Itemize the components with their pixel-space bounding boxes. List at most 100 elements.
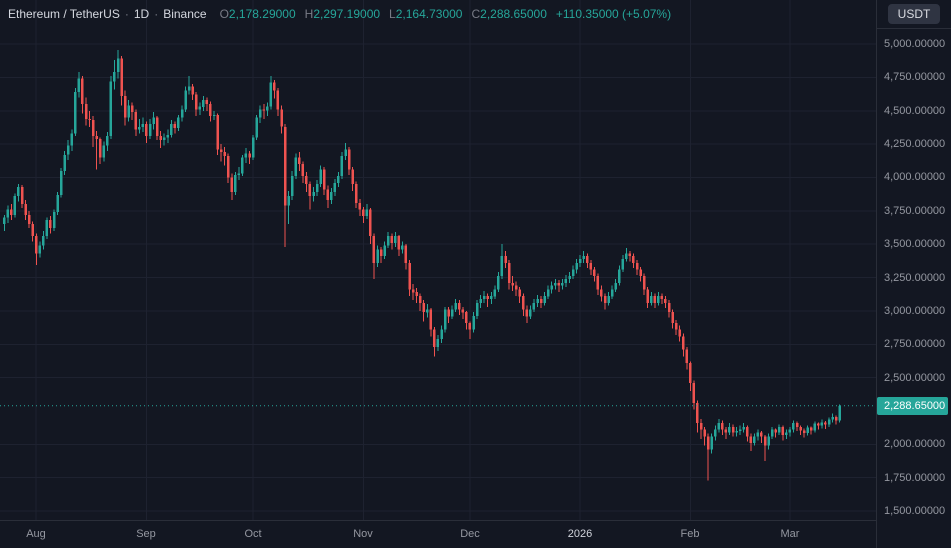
- candle: [383, 241, 386, 259]
- candle: [330, 188, 333, 205]
- candle: [145, 121, 148, 143]
- candle: [578, 254, 582, 267]
- candle: [714, 425, 717, 441]
- candle: [824, 421, 827, 429]
- currency-button[interactable]: USDT: [887, 4, 941, 24]
- candle: [685, 346, 689, 370]
- candle: [77, 72, 81, 98]
- ohlc-high: H2,297.19000: [304, 7, 381, 21]
- candle: [244, 148, 248, 163]
- candle: [66, 140, 70, 161]
- price-tick-label: 1,500.00000: [884, 505, 946, 517]
- price-change: +110.35000 (+5.07%): [555, 7, 672, 21]
- candle: [760, 431, 763, 443]
- candle: [116, 50, 120, 79]
- candle: [308, 181, 312, 210]
- candle: [788, 427, 792, 437]
- candle: [340, 152, 344, 179]
- candle: [831, 413, 834, 423]
- candle: [401, 241, 404, 254]
- candle: [525, 305, 529, 323]
- candle: [507, 260, 511, 290]
- candle: [81, 76, 84, 114]
- candle: [219, 144, 223, 162]
- candle: [326, 185, 329, 209]
- candle: [689, 361, 692, 391]
- candle: [728, 423, 731, 435]
- time-axis[interactable]: Aug Sep Oct Nov Dec 2026 Feb Mar: [0, 520, 951, 548]
- candle: [13, 193, 17, 218]
- exchange-label[interactable]: Binance: [163, 7, 207, 21]
- candle: [618, 265, 621, 286]
- candle: [838, 404, 841, 423]
- candle: [191, 84, 194, 101]
- ohlc-close: C2,288.65000: [471, 7, 547, 21]
- candle: [493, 285, 497, 299]
- candle: [376, 245, 379, 267]
- candle: [607, 292, 610, 306]
- candle: [753, 433, 756, 446]
- candle: [184, 86, 187, 113]
- candle: [123, 90, 127, 126]
- candlestick-chart: [0, 0, 876, 520]
- candle: [98, 137, 102, 165]
- candle: [20, 184, 24, 209]
- candle: [276, 88, 280, 117]
- candle: [390, 233, 393, 250]
- candle: [298, 152, 301, 171]
- candle: [234, 172, 237, 195]
- price-tick-label: 3,250.00000: [884, 272, 946, 284]
- candle: [731, 424, 735, 437]
- candle: [721, 420, 724, 435]
- candle: [386, 232, 390, 249]
- candle: [696, 400, 699, 433]
- candle: [91, 116, 95, 147]
- interval-label[interactable]: 1D: [133, 7, 150, 21]
- price-tick-label: 4,250.00000: [884, 138, 946, 150]
- candle: [49, 216, 52, 234]
- price-tick-label: 3,500.00000: [884, 238, 946, 250]
- candle: [514, 281, 518, 297]
- candle: [518, 286, 521, 303]
- candle: [365, 204, 369, 219]
- candle: [436, 334, 440, 351]
- candle: [241, 154, 244, 177]
- grid: [0, 0, 876, 520]
- candle: [315, 180, 319, 197]
- candlestick-series: [3, 50, 841, 481]
- candle: [287, 190, 290, 225]
- candle: [70, 129, 74, 151]
- candle: [212, 110, 216, 121]
- candle: [411, 284, 415, 301]
- candle: [194, 92, 198, 117]
- last-price-label: 2,288.65000: [877, 397, 948, 415]
- symbol-name[interactable]: Ethereum / TetherUS: [8, 7, 120, 21]
- candle: [667, 300, 671, 318]
- candle: [102, 141, 106, 162]
- candle: [202, 96, 205, 111]
- candle: [351, 166, 354, 191]
- time-tick-label: Mar: [780, 528, 800, 540]
- candle: [404, 244, 408, 270]
- chart-plot-area[interactable]: Ethereum / TetherUS · 1D · Binance O2,17…: [0, 0, 876, 520]
- candle: [664, 296, 667, 309]
- time-tick-label: Sep: [136, 528, 156, 540]
- candle: [379, 246, 383, 263]
- candle: [532, 298, 536, 313]
- candle: [372, 233, 376, 279]
- candle: [482, 290, 486, 303]
- candle: [74, 88, 77, 137]
- time-tick-label: Feb: [680, 528, 700, 540]
- candle: [84, 97, 88, 126]
- candle: [394, 232, 397, 247]
- price-tick-label: 2,500.00000: [884, 372, 946, 384]
- candle: [63, 150, 66, 175]
- candle: [596, 273, 600, 295]
- candle: [582, 250, 585, 263]
- candle: [162, 133, 166, 146]
- candle: [248, 150, 251, 165]
- candle: [706, 433, 710, 481]
- price-axis[interactable]: USDT 5,000.00000 4,750.00000 4,500.00000 4,…: [876, 0, 951, 548]
- candle: [42, 230, 45, 250]
